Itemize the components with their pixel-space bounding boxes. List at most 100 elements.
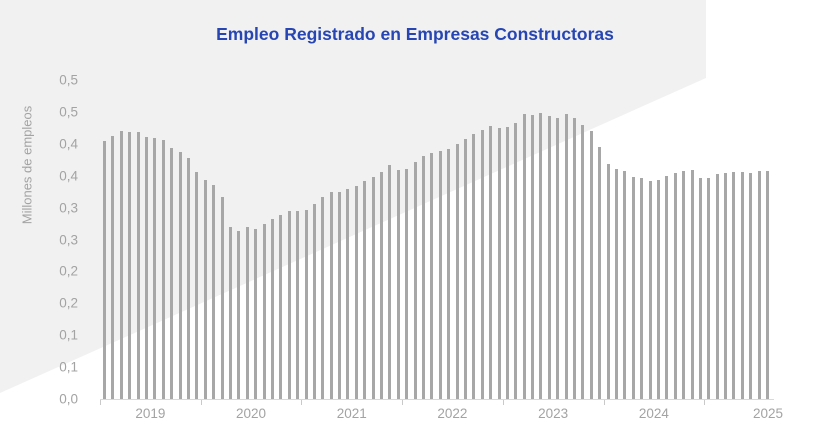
y-tick-label: 0,2: [59, 295, 78, 311]
bar: [631, 176, 635, 399]
x-tick-label: 2022: [437, 406, 468, 421]
y-axis-title: Millones de empleos: [19, 105, 35, 225]
bar: [489, 125, 493, 399]
bar: [220, 197, 224, 399]
bar: [698, 177, 702, 399]
bar: [170, 147, 174, 399]
y-tick-label: 0,5: [59, 104, 78, 120]
chart-title: Empleo Registrado en Empresas Constructo…: [216, 24, 614, 44]
bar: [245, 226, 249, 399]
x-axis-tick: [200, 400, 202, 405]
bar: [472, 134, 476, 399]
y-tick-label: 0,2: [59, 263, 78, 279]
bar: [421, 155, 425, 399]
bar: [623, 170, 627, 399]
bar: [497, 128, 501, 399]
y-tick-label: 0,1: [59, 359, 78, 375]
bar: [606, 164, 610, 399]
bar: [312, 203, 316, 399]
bar: [187, 157, 191, 399]
bar: [564, 114, 568, 399]
bar: [388, 165, 392, 399]
bar: [287, 210, 291, 399]
bar: [690, 169, 694, 399]
bar: [480, 130, 484, 399]
bar: [161, 139, 165, 399]
bar: [354, 185, 358, 399]
bar: [715, 174, 719, 399]
bar: [505, 127, 509, 399]
y-tick-label: 0,3: [59, 232, 78, 247]
bar: [178, 152, 182, 399]
bar: [262, 224, 266, 399]
bar: [279, 215, 283, 399]
x-axis-tick: [100, 400, 101, 405]
bar: [338, 191, 342, 399]
bar: [430, 153, 434, 399]
x-axis-tick: [402, 400, 404, 405]
bar: [128, 132, 132, 399]
y-tick-label: 0,4: [59, 168, 78, 184]
bar: [346, 189, 350, 399]
x-tick-label: 2021: [336, 406, 367, 421]
bar: [673, 172, 677, 399]
bar: [656, 180, 660, 399]
bar: [514, 123, 518, 399]
x-axis-tick: [502, 400, 504, 405]
bar: [254, 229, 258, 399]
bar: [556, 118, 560, 399]
x-tick-label: 2023: [538, 406, 569, 421]
x-tick-label: 2019: [135, 406, 166, 421]
bar: [589, 131, 593, 399]
bar: [740, 171, 744, 399]
bar: [203, 179, 207, 399]
bar: [463, 138, 467, 399]
x-axis-tick: [301, 400, 303, 405]
bar: [447, 148, 451, 399]
bar: [296, 211, 300, 399]
bar: [707, 177, 711, 399]
bar: [732, 171, 736, 399]
y-tick-label: 0,5: [59, 72, 78, 88]
bar: [321, 196, 325, 399]
bar: [757, 170, 761, 399]
bar: [724, 172, 728, 399]
bar: [614, 169, 618, 399]
bar: [682, 170, 686, 399]
bar: [522, 113, 526, 399]
bar: [329, 191, 333, 399]
bar: [396, 169, 400, 399]
x-tick-label: 2025: [752, 406, 784, 421]
y-tick-label: 0,4: [59, 136, 78, 152]
bar: [136, 131, 140, 399]
bar: [648, 180, 652, 399]
bar: [598, 146, 602, 399]
bar: [539, 112, 543, 399]
bar: [228, 226, 232, 399]
bar: [103, 141, 107, 399]
bar: [363, 180, 367, 399]
bar: [766, 171, 770, 399]
bar: [270, 219, 274, 399]
bar: [212, 184, 216, 399]
bar: [304, 209, 308, 399]
bar: [380, 171, 384, 399]
x-tick-label: 2024: [638, 406, 669, 421]
bar: [749, 173, 753, 399]
bar: [665, 175, 669, 399]
bar: [371, 176, 375, 399]
bar: [547, 115, 551, 399]
bar: [119, 131, 123, 399]
y-tick-label: 0,0: [59, 391, 78, 407]
bar: [531, 115, 535, 399]
bar: [153, 138, 157, 399]
y-tick-label: 0,3: [59, 200, 78, 216]
bar: [111, 135, 115, 399]
bar: [573, 117, 577, 399]
x-tick-label: 2020: [236, 406, 267, 421]
bar: [581, 125, 585, 399]
x-axis-line: [100, 399, 774, 400]
bar: [455, 143, 459, 399]
bar: [438, 151, 442, 399]
bar: [640, 177, 644, 399]
